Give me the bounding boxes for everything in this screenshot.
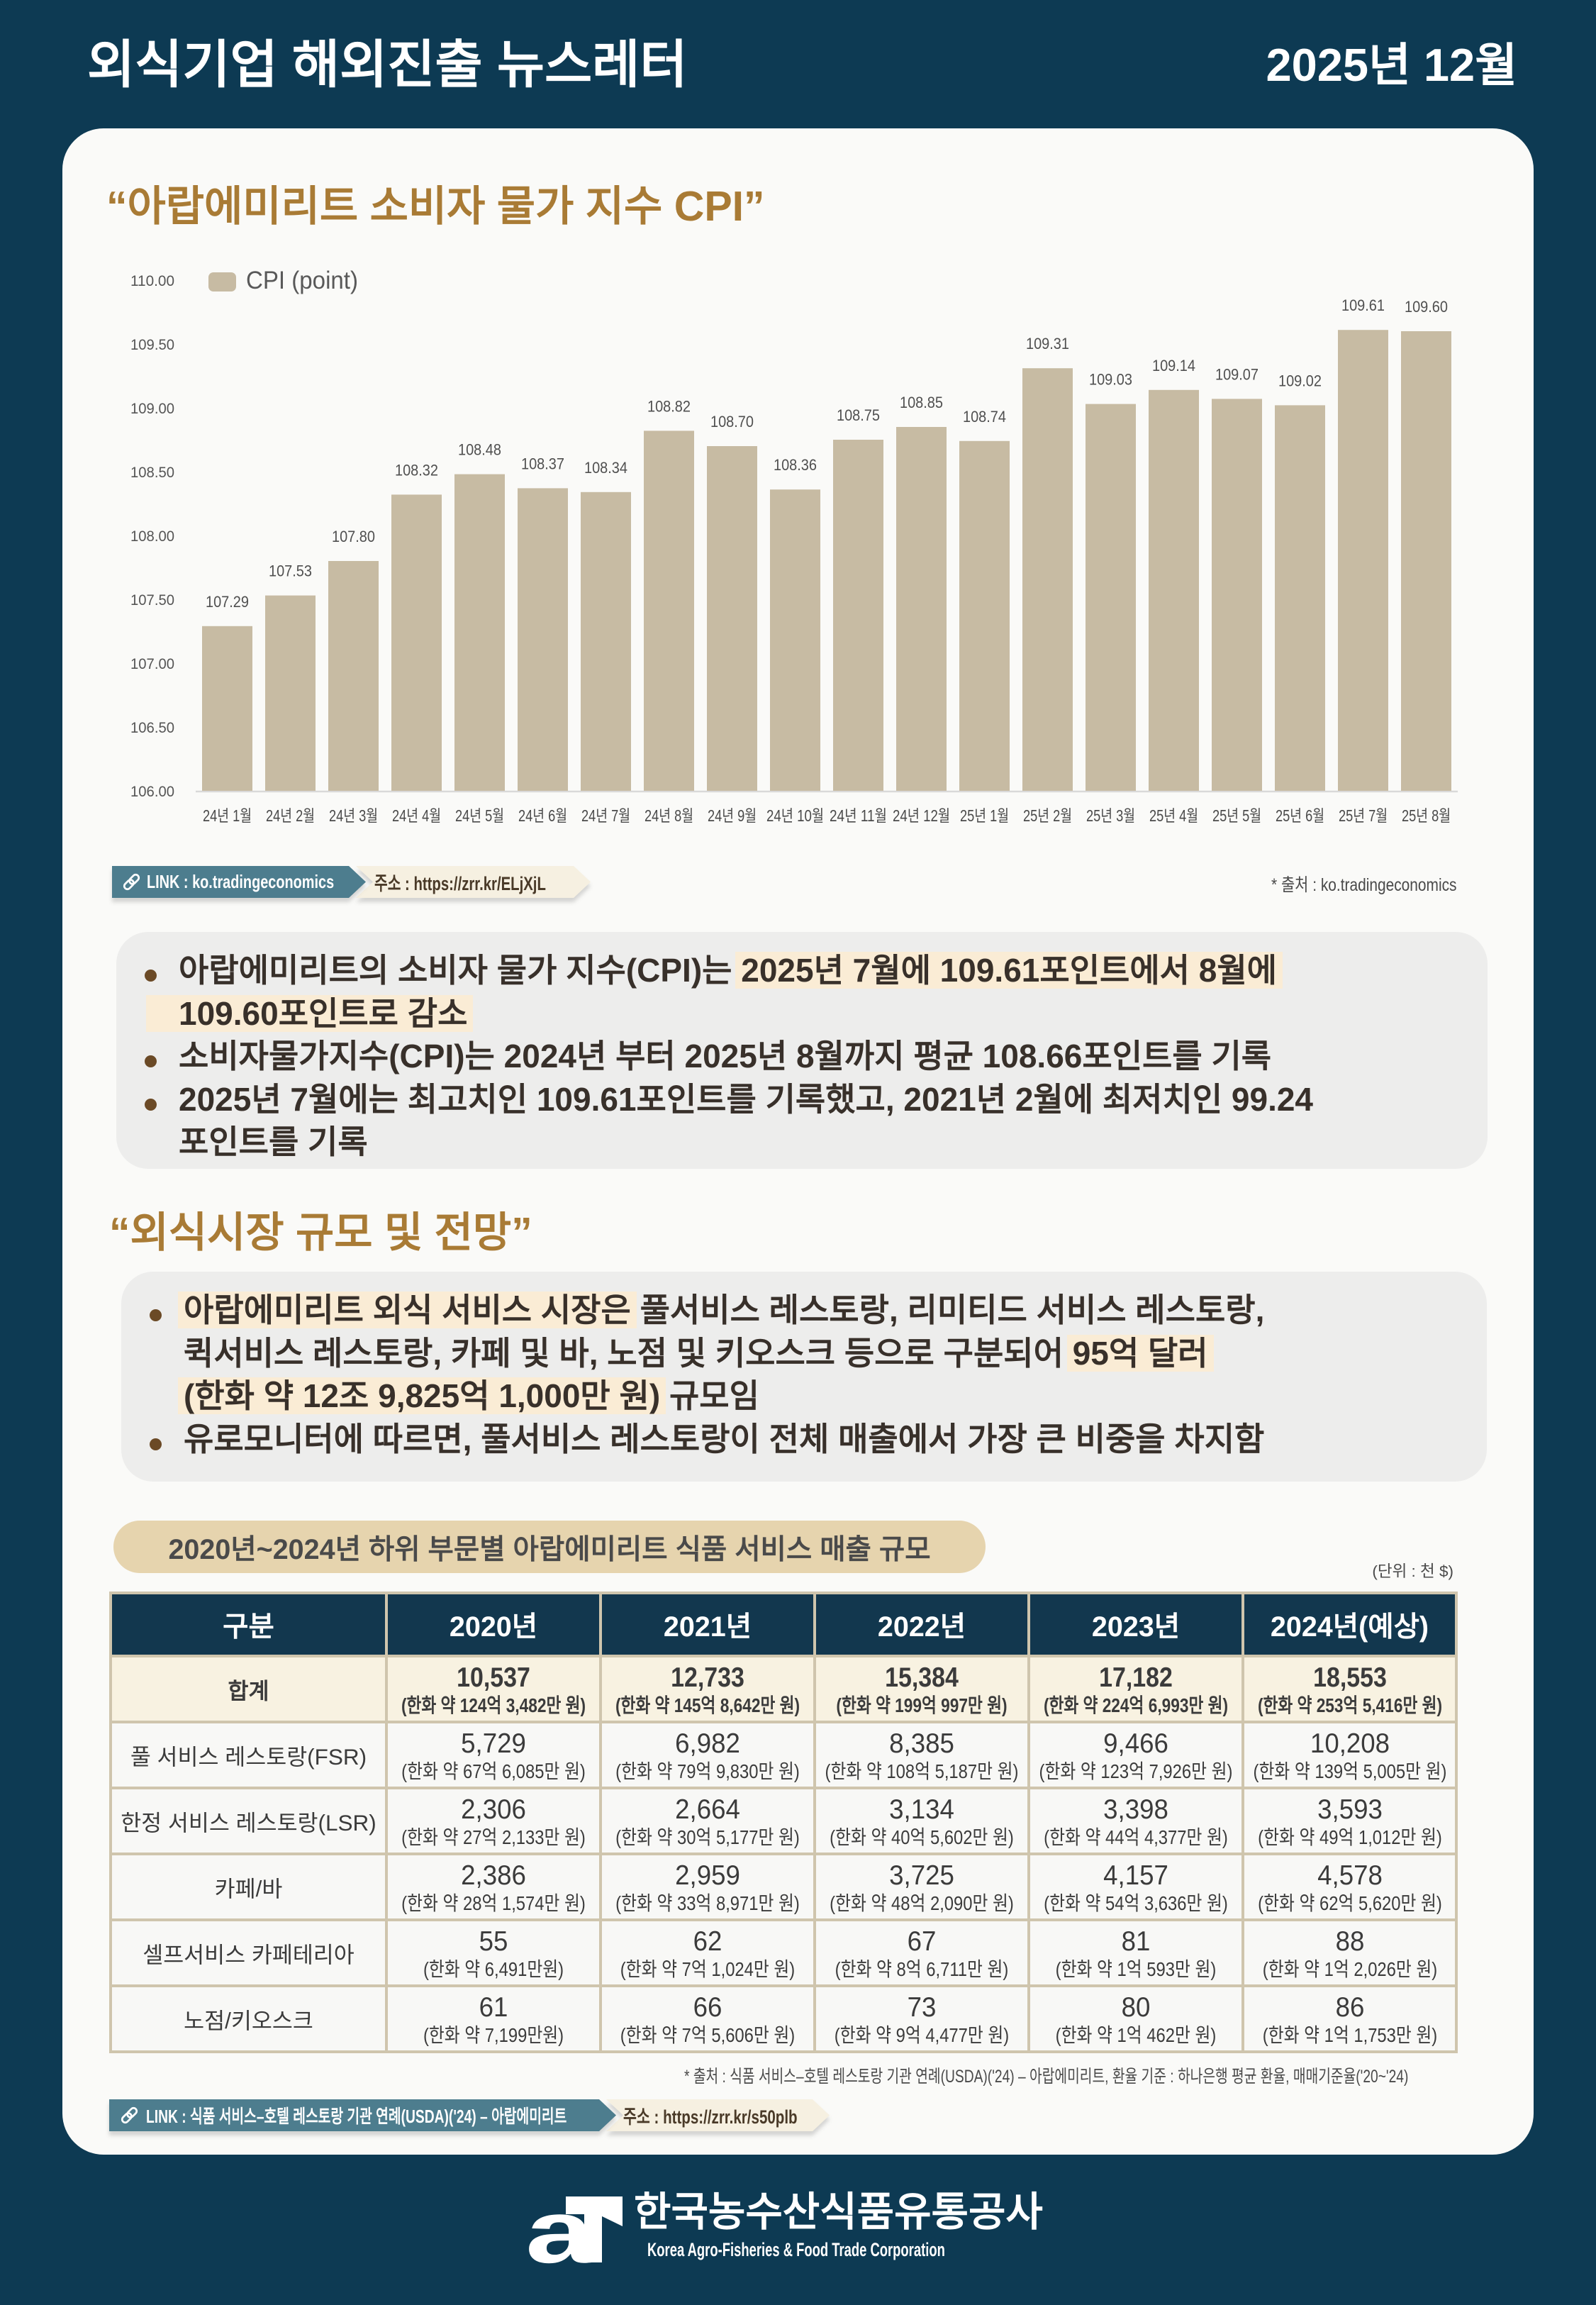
svg-text:25년 6월: 25년 6월 <box>1276 806 1324 825</box>
svg-text:24년 9월: 24년 9월 <box>708 806 757 825</box>
svg-text:24년 7월: 24년 7월 <box>581 806 630 825</box>
svg-text:108.48: 108.48 <box>458 441 501 459</box>
svg-text:108.75: 108.75 <box>837 406 880 424</box>
svg-text:25년 1월: 25년 1월 <box>960 806 1009 825</box>
svg-text:109.31: 109.31 <box>1026 335 1069 352</box>
svg-text:25년 5월: 25년 5월 <box>1212 806 1261 825</box>
svg-text:25년 2월: 25년 2월 <box>1023 806 1072 825</box>
svg-text:109.07: 109.07 <box>1215 365 1259 383</box>
svg-text:24년 11월: 24년 11월 <box>830 806 887 825</box>
svg-text:24년 5월: 24년 5월 <box>455 806 504 825</box>
svg-text:24년 6월: 24년 6월 <box>518 806 567 825</box>
svg-text:109.61: 109.61 <box>1341 296 1385 314</box>
svg-text:109.00: 109.00 <box>130 400 174 417</box>
svg-text:108.34: 108.34 <box>584 459 627 477</box>
svg-text:109.02: 109.02 <box>1278 372 1322 389</box>
svg-text:108.70: 108.70 <box>710 413 754 431</box>
svg-text:110.00: 110.00 <box>130 272 174 289</box>
svg-text:24년 2월: 24년 2월 <box>266 806 315 825</box>
svg-text:108.36: 108.36 <box>774 456 817 474</box>
svg-text:107.80: 107.80 <box>332 528 375 545</box>
svg-text:106.00: 106.00 <box>130 783 174 800</box>
svg-text:108.32: 108.32 <box>395 461 438 479</box>
svg-text:24년 8월: 24년 8월 <box>644 806 693 825</box>
svg-text:24년 12월: 24년 12월 <box>893 806 950 825</box>
svg-text:109.03: 109.03 <box>1089 371 1132 389</box>
svg-text:107.29: 107.29 <box>206 593 249 611</box>
svg-text:108.37: 108.37 <box>521 455 564 472</box>
svg-text:24년 3월: 24년 3월 <box>329 806 378 825</box>
svg-text:108.00: 108.00 <box>130 528 174 545</box>
svg-text:25년 8월: 25년 8월 <box>1402 806 1451 825</box>
svg-text:108.82: 108.82 <box>647 397 691 415</box>
svg-text:109.50: 109.50 <box>130 336 174 353</box>
svg-text:108.85: 108.85 <box>900 394 943 411</box>
svg-text:CPI (point): CPI (point) <box>246 267 358 294</box>
svg-text:109.60: 109.60 <box>1405 298 1448 316</box>
svg-text:24년 4월: 24년 4월 <box>392 806 441 825</box>
svg-text:109.14: 109.14 <box>1152 357 1195 374</box>
svg-text:24년 1월: 24년 1월 <box>203 806 252 825</box>
svg-text:25년 4월: 25년 4월 <box>1149 806 1198 825</box>
svg-text:107.00: 107.00 <box>130 655 174 672</box>
svg-text:107.50: 107.50 <box>130 591 174 609</box>
svg-text:24년 10월: 24년 10월 <box>766 806 824 825</box>
svg-text:25년 7월: 25년 7월 <box>1339 806 1388 825</box>
svg-text:108.74: 108.74 <box>963 408 1006 426</box>
svg-text:25년 3월: 25년 3월 <box>1086 806 1135 825</box>
svg-text:107.53: 107.53 <box>269 562 312 580</box>
svg-text:106.50: 106.50 <box>130 719 174 736</box>
svg-text:108.50: 108.50 <box>130 464 174 481</box>
